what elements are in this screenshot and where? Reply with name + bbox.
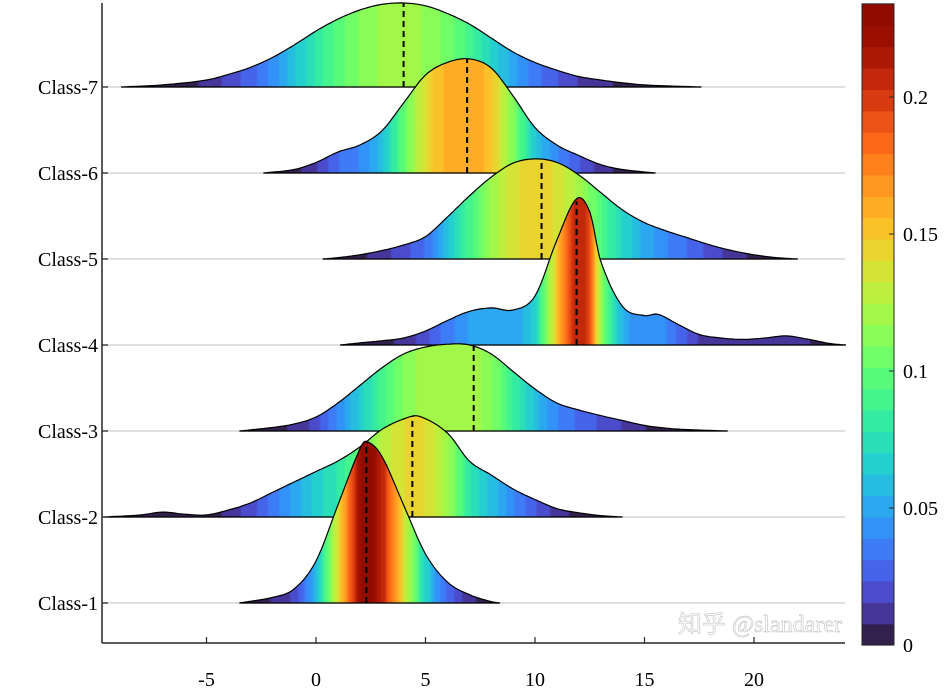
colorbar-segment (862, 623, 894, 646)
colorbar-segment (862, 303, 894, 325)
colorbar-segment (862, 281, 894, 304)
colorbar-segment (862, 110, 894, 133)
colorbar-segment (862, 132, 894, 155)
colorbar-segment (862, 260, 894, 283)
x-tick-label: 10 (525, 669, 545, 691)
colorbar-segment (862, 580, 894, 603)
colorbar-segment (862, 217, 894, 240)
axes: -5 0 5 10 15 20 (101, 3, 845, 691)
y-tick-label: Class-4 (38, 335, 98, 357)
y-tick-label: Class-2 (38, 507, 98, 529)
colorbar-segment (862, 3, 894, 26)
colorbar-tick-label: 0.2 (903, 87, 928, 109)
colorbar-segment (862, 538, 894, 561)
colorbar-segment (862, 25, 894, 48)
colorbar-segment (862, 559, 894, 582)
colorbar: 0 0.05 0.1 0.15 0.2 (861, 3, 938, 657)
colorbar-segment (862, 174, 894, 197)
y-tick-label: Class-7 (38, 77, 98, 99)
colorbar-segment (862, 495, 894, 518)
y-tick-label: Class-1 (38, 593, 98, 615)
ridge-class-4 (340, 196, 847, 346)
colorbar-segment (862, 68, 894, 90)
colorbar-segment (862, 474, 894, 496)
colorbar-segment (862, 46, 894, 69)
colorbar-segment (862, 238, 894, 261)
colorbar-segment (862, 602, 894, 625)
ridge-class-7 (121, 2, 702, 88)
colorbar-segment (862, 452, 894, 475)
colorbar-segment (862, 89, 894, 112)
colorbar-segment (862, 196, 894, 219)
x-tick-label: 0 (311, 669, 321, 691)
colorbar-segment (862, 345, 894, 368)
x-tick-label: 15 (635, 669, 655, 691)
ridge-class-1 (239, 440, 501, 604)
colorbar-segment (862, 409, 894, 432)
colorbar-tick-label: 0.05 (903, 498, 938, 520)
colorbar-tick-label: 0.1 (903, 361, 928, 383)
y-tick-label: Class-6 (38, 163, 98, 185)
colorbar-frame (861, 3, 895, 646)
colorbar-segment (862, 367, 894, 390)
colorbar-segment (862, 324, 894, 347)
ridges: Class-7 Class-6 Class-5 Class-4 Class-3 Class… (38, 2, 847, 615)
colorbar-segment (862, 153, 894, 176)
ridge-class-6 (263, 58, 656, 174)
colorbar-segment (862, 388, 894, 411)
colorbar-tick-label: 0.15 (903, 224, 938, 246)
x-tick-label: 5 (421, 669, 431, 691)
x-tick-label: -5 (198, 669, 215, 691)
colorbar-tick-label: 0 (903, 635, 913, 657)
ridge-class-5 (322, 158, 798, 260)
colorbar-segment (862, 516, 894, 539)
y-tick-label: Class-5 (38, 249, 98, 271)
ridge-class-3 (239, 343, 728, 432)
colorbar-segment (862, 431, 894, 454)
y-tick-label: Class-3 (38, 421, 98, 443)
watermark: 知乎 @slandarer (678, 611, 842, 638)
x-tick-label: 20 (744, 669, 764, 691)
